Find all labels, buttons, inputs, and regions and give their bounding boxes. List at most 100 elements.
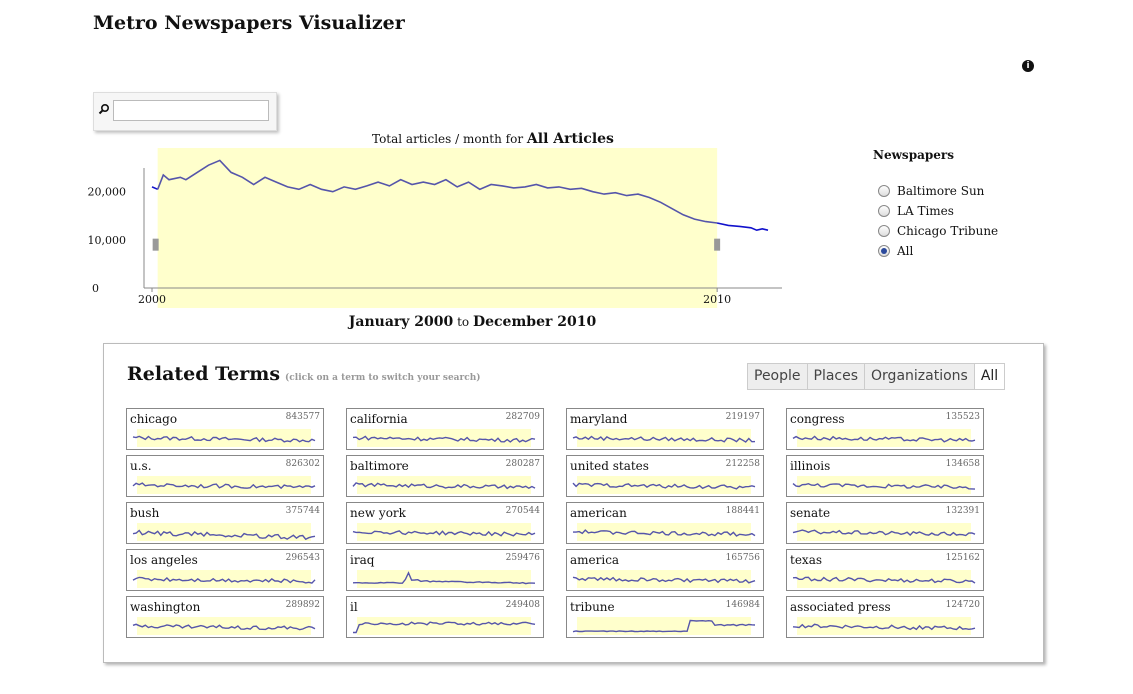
term-sparkline xyxy=(792,617,976,635)
sparkline-background xyxy=(357,570,531,588)
term-sparkline xyxy=(572,617,756,635)
radio-button[interactable] xyxy=(878,185,890,197)
term-card-bush[interactable]: bush 375744 xyxy=(126,502,324,544)
sparkline-line xyxy=(792,482,976,490)
term-name: american xyxy=(570,506,627,520)
sparkline-line xyxy=(352,571,536,585)
term-name: chicago xyxy=(130,412,178,426)
term-count: 124720 xyxy=(945,600,980,610)
term-name: tribune xyxy=(570,600,615,614)
term-sparkline xyxy=(572,570,756,588)
term-count: 375744 xyxy=(285,506,320,516)
newspaper-option-label: All xyxy=(897,244,914,258)
term-card-congress[interactable]: congress 135523 xyxy=(786,408,984,450)
term-card-maryland[interactable]: maryland 219197 xyxy=(566,408,764,450)
newspaper-option-label: Baltimore Sun xyxy=(897,184,985,198)
term-count: 826302 xyxy=(285,459,320,469)
main-chart[interactable]: 20,000 10,000 0 2000 2010 xyxy=(80,140,800,310)
newspaper-option-baltimore-sun[interactable]: Baltimore Sun xyxy=(878,183,984,199)
sparkline-background xyxy=(357,476,531,494)
related-terms-heading: Related Terms xyxy=(127,363,281,385)
sparkline-background xyxy=(577,476,751,494)
sparkline-line xyxy=(132,482,316,490)
search-input[interactable] xyxy=(113,100,269,121)
term-count: 134658 xyxy=(945,459,980,469)
filter-places-button[interactable]: Places xyxy=(808,364,866,389)
term-card-united-states[interactable]: united states 212258 xyxy=(566,455,764,497)
term-sparkline xyxy=(792,429,976,447)
term-name: texas xyxy=(790,553,823,567)
y-tick-label: 10,000 xyxy=(88,234,127,247)
range-end: December 2010 xyxy=(472,314,597,330)
term-card-iraq[interactable]: iraq 259476 xyxy=(346,549,544,591)
term-card-il[interactable]: il 249408 xyxy=(346,596,544,638)
term-count: 296543 xyxy=(285,553,320,563)
selection-handle-right[interactable] xyxy=(714,238,721,251)
page-title: Metro Newspapers Visualizer xyxy=(93,12,405,34)
term-name: senate xyxy=(790,506,831,520)
term-card-baltimore[interactable]: baltimore 280287 xyxy=(346,455,544,497)
term-sparkline xyxy=(792,523,976,541)
term-card-chicago[interactable]: chicago 843577 xyxy=(126,408,324,450)
sparkline-line xyxy=(132,623,316,631)
y-tick-label: 20,000 xyxy=(88,186,127,199)
term-card-los-angeles[interactable]: los angeles 296543 xyxy=(126,549,324,591)
term-card-american[interactable]: american 188441 xyxy=(566,502,764,544)
term-sparkline xyxy=(132,429,316,447)
term-card-new-york[interactable]: new york 270544 xyxy=(346,502,544,544)
x-tick-label: 2010 xyxy=(703,293,731,306)
sparkline-background xyxy=(137,617,311,635)
radio-button[interactable] xyxy=(878,205,890,217)
sparkline-line xyxy=(792,623,976,631)
term-sparkline xyxy=(353,617,536,635)
term-card-america[interactable]: america 165756 xyxy=(566,549,764,591)
term-name: u.s. xyxy=(130,459,152,473)
sparkline-line xyxy=(132,529,316,541)
term-sparkline xyxy=(572,429,756,447)
filter-all-button[interactable]: All xyxy=(974,364,1005,389)
term-sparkline xyxy=(352,429,536,447)
sparkline-line xyxy=(353,621,536,634)
radio-button[interactable] xyxy=(878,225,890,237)
y-tick-label: 0 xyxy=(92,282,99,295)
term-card-texas[interactable]: texas 125162 xyxy=(786,549,984,591)
sparkline-line xyxy=(572,482,756,490)
term-card-illinois[interactable]: illinois 134658 xyxy=(786,455,984,497)
related-terms-title: Related Terms (click on a term to switch … xyxy=(127,363,481,385)
filter-organizations-button[interactable]: Organizations xyxy=(865,364,975,389)
term-name: new york xyxy=(350,506,406,520)
sparkline-line xyxy=(352,435,536,443)
term-name: illinois xyxy=(790,459,831,473)
term-count: 132391 xyxy=(945,506,980,516)
term-sparkline xyxy=(573,523,756,541)
newspaper-option-all[interactable]: All xyxy=(878,243,913,259)
sparkline-line xyxy=(132,576,316,584)
term-name: baltimore xyxy=(350,459,409,473)
filter-people-button[interactable]: People xyxy=(748,364,808,389)
term-name: los angeles xyxy=(130,553,198,567)
newspaper-option-la-times[interactable]: LA Times xyxy=(878,203,954,219)
term-card-associated-press[interactable]: associated press 124720 xyxy=(786,596,984,638)
term-card-tribune[interactable]: tribune 146984 xyxy=(566,596,764,638)
term-card-california[interactable]: california 282709 xyxy=(346,408,544,450)
sparkline-line xyxy=(572,576,756,584)
term-card-u-s-[interactable]: u.s. 826302 xyxy=(126,455,324,497)
selection-region[interactable] xyxy=(157,148,718,308)
series-line xyxy=(156,159,718,224)
term-count: 188441 xyxy=(725,506,760,516)
term-count: 270544 xyxy=(505,506,540,516)
info-icon[interactable]: i xyxy=(1022,60,1034,72)
sparkline-line xyxy=(573,529,756,537)
radio-button[interactable] xyxy=(878,245,890,257)
term-count: 289892 xyxy=(285,600,320,610)
term-sparkline xyxy=(572,476,756,494)
term-name: washington xyxy=(130,600,201,614)
term-count: 125162 xyxy=(945,553,980,563)
term-card-washington[interactable]: washington 289892 xyxy=(126,596,324,638)
sparkline-line xyxy=(352,530,536,537)
term-name: associated press xyxy=(790,600,891,614)
selection-handle-left[interactable] xyxy=(152,238,159,251)
sparkline-line xyxy=(352,482,536,490)
newspaper-option-chicago-tribune[interactable]: Chicago Tribune xyxy=(878,223,998,239)
term-card-senate[interactable]: senate 132391 xyxy=(786,502,984,544)
